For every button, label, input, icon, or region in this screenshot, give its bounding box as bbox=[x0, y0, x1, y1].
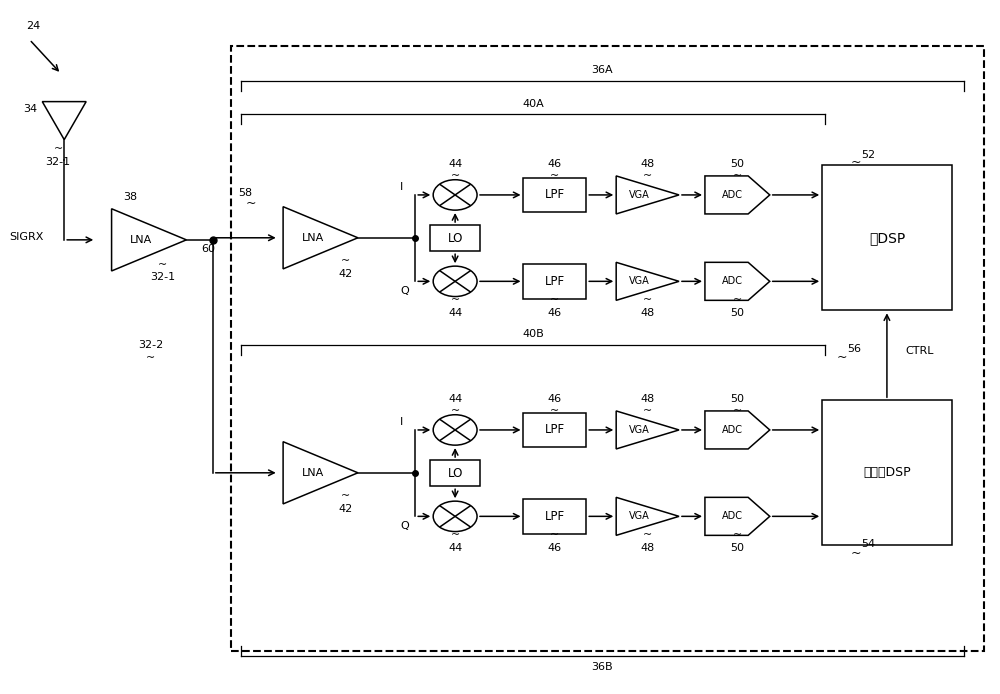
Text: ADC: ADC bbox=[722, 425, 743, 435]
Text: LPF: LPF bbox=[545, 275, 565, 288]
Text: 42: 42 bbox=[338, 504, 353, 514]
Text: ~: ~ bbox=[550, 295, 559, 305]
Text: 58: 58 bbox=[238, 188, 252, 198]
Text: VGA: VGA bbox=[629, 425, 650, 435]
Text: 48: 48 bbox=[640, 307, 655, 318]
Text: 40B: 40B bbox=[522, 330, 544, 339]
Text: LNA: LNA bbox=[130, 235, 153, 245]
Text: 60: 60 bbox=[201, 244, 215, 253]
Text: ~: ~ bbox=[643, 530, 652, 540]
Text: 56: 56 bbox=[847, 344, 861, 354]
Text: 44: 44 bbox=[448, 393, 462, 404]
Text: ~: ~ bbox=[851, 156, 862, 169]
Text: 32-1: 32-1 bbox=[150, 272, 176, 282]
FancyBboxPatch shape bbox=[822, 400, 952, 545]
Text: LPF: LPF bbox=[545, 423, 565, 437]
FancyBboxPatch shape bbox=[523, 264, 586, 298]
Text: VGA: VGA bbox=[629, 276, 650, 287]
Text: LPF: LPF bbox=[545, 510, 565, 523]
Text: VGA: VGA bbox=[629, 511, 650, 521]
Text: LNA: LNA bbox=[302, 232, 324, 243]
Text: ~: ~ bbox=[146, 353, 156, 363]
Text: CTRL: CTRL bbox=[906, 346, 934, 356]
Text: ~: ~ bbox=[733, 171, 742, 181]
Text: ~: ~ bbox=[246, 196, 256, 210]
Text: 38: 38 bbox=[123, 192, 137, 203]
Text: 34: 34 bbox=[23, 104, 37, 114]
Text: 36A: 36A bbox=[591, 65, 613, 76]
Text: 50: 50 bbox=[730, 307, 744, 318]
Text: ADC: ADC bbox=[722, 190, 743, 200]
Text: ~: ~ bbox=[550, 171, 559, 181]
Text: 50: 50 bbox=[730, 159, 744, 169]
Text: LO: LO bbox=[447, 466, 463, 480]
Text: LPF: LPF bbox=[545, 189, 565, 201]
Text: 42: 42 bbox=[338, 269, 353, 279]
Text: LO: LO bbox=[447, 232, 463, 244]
FancyBboxPatch shape bbox=[523, 499, 586, 534]
Text: 36B: 36B bbox=[591, 661, 613, 672]
Text: ~: ~ bbox=[733, 406, 742, 416]
Text: ~: ~ bbox=[851, 546, 862, 559]
Text: ~: ~ bbox=[837, 351, 848, 364]
Text: ~: ~ bbox=[643, 295, 652, 305]
Text: SIGRX: SIGRX bbox=[9, 232, 44, 242]
Text: ADC: ADC bbox=[722, 511, 743, 521]
Text: 32-2: 32-2 bbox=[138, 341, 164, 350]
Text: VGA: VGA bbox=[629, 190, 650, 200]
Text: 50: 50 bbox=[730, 393, 744, 404]
Text: 32-1: 32-1 bbox=[46, 157, 71, 167]
Text: Q: Q bbox=[400, 286, 409, 296]
Text: 全DSP: 全DSP bbox=[869, 231, 905, 245]
Text: ~: ~ bbox=[341, 491, 350, 501]
Text: ~: ~ bbox=[643, 406, 652, 416]
Text: 44: 44 bbox=[448, 307, 462, 318]
Text: ~: ~ bbox=[550, 530, 559, 540]
Text: 简化的DSP: 简化的DSP bbox=[863, 466, 911, 480]
Text: 54: 54 bbox=[861, 539, 875, 550]
Text: ~: ~ bbox=[450, 171, 460, 181]
Text: 46: 46 bbox=[548, 393, 562, 404]
FancyBboxPatch shape bbox=[523, 413, 586, 447]
Text: 44: 44 bbox=[448, 159, 462, 169]
Text: ~: ~ bbox=[733, 530, 742, 540]
FancyBboxPatch shape bbox=[523, 178, 586, 212]
Text: Q: Q bbox=[400, 520, 409, 531]
Text: LNA: LNA bbox=[302, 468, 324, 477]
Text: 48: 48 bbox=[640, 159, 655, 169]
Text: 52: 52 bbox=[861, 150, 875, 160]
Text: ~: ~ bbox=[450, 530, 460, 540]
Text: 40A: 40A bbox=[522, 99, 544, 108]
FancyBboxPatch shape bbox=[430, 460, 480, 486]
Text: 44: 44 bbox=[448, 543, 462, 552]
FancyBboxPatch shape bbox=[231, 46, 984, 651]
Text: ~: ~ bbox=[158, 260, 168, 270]
Text: ~: ~ bbox=[341, 256, 350, 266]
Text: 24: 24 bbox=[26, 21, 41, 31]
Text: ~: ~ bbox=[733, 295, 742, 305]
Text: ~: ~ bbox=[550, 406, 559, 416]
Text: 46: 46 bbox=[548, 307, 562, 318]
Text: 46: 46 bbox=[548, 159, 562, 169]
FancyBboxPatch shape bbox=[822, 165, 952, 310]
FancyBboxPatch shape bbox=[430, 225, 480, 251]
Text: 48: 48 bbox=[640, 543, 655, 552]
Text: 48: 48 bbox=[640, 393, 655, 404]
Text: ~: ~ bbox=[54, 144, 63, 154]
Text: ~: ~ bbox=[643, 171, 652, 181]
Text: 50: 50 bbox=[730, 543, 744, 552]
Text: 46: 46 bbox=[548, 543, 562, 552]
Text: I: I bbox=[400, 182, 404, 192]
Text: ADC: ADC bbox=[722, 276, 743, 287]
Text: ~: ~ bbox=[450, 295, 460, 305]
Text: I: I bbox=[400, 417, 404, 427]
Text: ~: ~ bbox=[450, 406, 460, 416]
